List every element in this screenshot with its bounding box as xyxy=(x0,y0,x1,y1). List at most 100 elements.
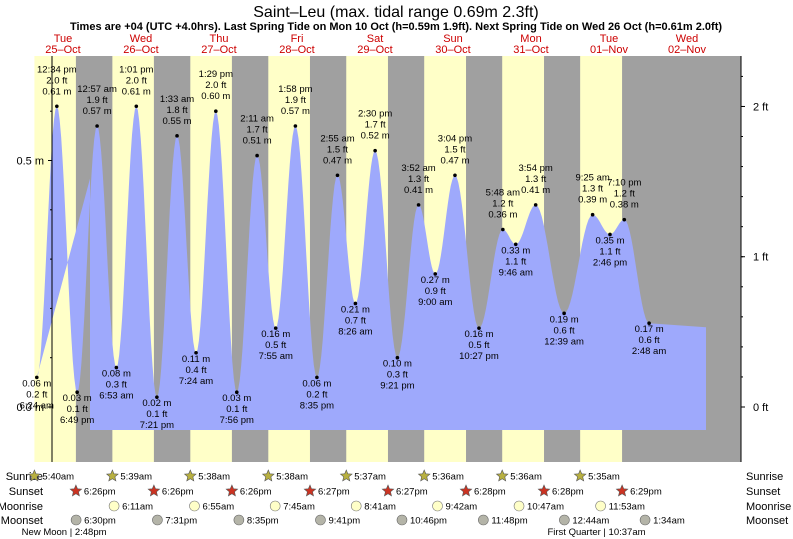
row-label-right: Moonset xyxy=(746,515,788,527)
tide-label-line: 1.3 ft xyxy=(582,184,603,195)
tide-label-line: 2:55 am xyxy=(320,133,354,144)
high-tide-label: 12:34 pm2.0 ft0.61 m xyxy=(37,64,77,97)
moonrise-time: 11:53am xyxy=(609,502,645,513)
tide-point xyxy=(533,203,538,207)
tide-label-line: 0.39 m xyxy=(578,195,607,206)
sunrise-icon xyxy=(183,469,197,482)
low-tide-label: 0.33 m1.1 ft9:46 am xyxy=(499,245,533,278)
tide-label-line: 1:29 pm xyxy=(199,69,233,80)
moonset-icon xyxy=(478,514,489,526)
tide-label-line: 7:56 pm xyxy=(220,415,254,426)
moonrise-icon xyxy=(350,500,362,512)
tide-label-line: 1.1 ft xyxy=(505,256,526,267)
tide-label-line: 0.03 m xyxy=(63,393,92,404)
day-date: 27–Oct xyxy=(201,44,236,56)
tide-point xyxy=(175,134,179,138)
moonset-time: 9:41pm xyxy=(328,516,360,527)
high-tide-label: 12:57 am1.9 ft0.57 m xyxy=(77,84,117,117)
tide-label-line: 0.60 m xyxy=(201,91,230,102)
sunset-time: 6:29pm xyxy=(630,487,662,498)
tide-label-line: 3:54 pm xyxy=(519,163,553,174)
tide-label-line: 0.6 ft xyxy=(639,335,660,346)
high-tide-label: 3:04 pm1.5 ft0.47 m xyxy=(438,133,472,166)
sunrise-icon xyxy=(417,469,431,482)
tide-label-line: 0.47 m xyxy=(440,155,469,166)
sunrise-icon xyxy=(105,469,119,482)
low-tide-label: 0.27 m0.9 ft9:00 am xyxy=(418,275,452,308)
tide-label-line: 0.5 ft xyxy=(468,340,489,351)
tide-label-line: 2:30 pm xyxy=(358,109,392,120)
tide-label-line: 0.61 m xyxy=(122,86,151,97)
moonrise-time: 8:41am xyxy=(364,502,396,513)
tide-point xyxy=(373,148,377,153)
tide-point xyxy=(416,203,421,207)
row-label-left: Moonrise xyxy=(0,501,43,513)
tide-label-line: 0.06 m xyxy=(302,378,331,389)
moonset-time: 6:30pm xyxy=(84,516,116,527)
tide-point xyxy=(395,355,400,360)
tide-point xyxy=(453,173,457,178)
tide-label-line: 0.6 ft xyxy=(554,325,575,336)
tide-point xyxy=(255,153,259,158)
y-tick-label-right: 2 ft xyxy=(753,101,768,113)
day-date: 30–Oct xyxy=(435,44,470,56)
tide-label-line: 9:00 am xyxy=(418,297,452,308)
low-tide-label: 0.10 m0.3 ft9:21 pm xyxy=(380,359,414,392)
row-label-right: Sunset xyxy=(746,486,780,498)
tide-label-line: 2:11 am xyxy=(240,114,274,125)
sunset-time: 6:27pm xyxy=(318,487,350,498)
tide-label-line: 1:58 pm xyxy=(278,84,312,95)
tide-label-line: 0.21 m xyxy=(341,304,370,315)
low-tide-label: 0.03 m0.1 ft7:56 pm xyxy=(220,393,254,426)
tide-label-line: 0.2 ft xyxy=(26,389,47,400)
moonrise-icon xyxy=(595,500,606,512)
tide-label-line: 3:52 am xyxy=(401,163,435,174)
low-tide-label: 0.11 m0.4 ft7:24 am xyxy=(179,354,213,387)
day-date: 26–Oct xyxy=(123,44,158,56)
high-tide-label: 3:54 pm1.3 ft0.41 m xyxy=(519,163,553,196)
tide-point xyxy=(114,365,119,370)
moonrise-time: 6:55am xyxy=(202,502,234,513)
day-date: 02–Nov xyxy=(668,44,706,56)
tide-label-line: 0.51 m xyxy=(243,136,272,147)
day-name: Wed xyxy=(676,33,698,45)
tide-point xyxy=(134,104,139,109)
tide-label-line: 0.11 m xyxy=(182,354,210,365)
sunrise-icon xyxy=(339,469,353,482)
row-label-left: Moonset xyxy=(1,515,43,527)
moonset-icon xyxy=(396,514,408,526)
tide-label-line: 0.47 m xyxy=(323,155,352,166)
tide-label-line: 1:01 pm xyxy=(119,64,153,75)
sunset-icon xyxy=(615,484,629,497)
tide-label-line: 1.3 ft xyxy=(525,174,546,185)
moonrise-icon xyxy=(432,500,443,512)
row-label-left: Sunrise xyxy=(6,471,43,483)
day-name: Wed xyxy=(130,33,152,45)
sunrise-time: 5:39am xyxy=(120,472,152,483)
sunset-time: 6:26pm xyxy=(240,487,272,498)
tide-label-line: 1.9 ft xyxy=(285,95,306,106)
sunrise-time: 5:40am xyxy=(42,472,74,483)
high-tide-label: 2:11 am1.7 ft0.51 m xyxy=(240,114,274,147)
tide-point xyxy=(293,124,298,128)
moonset-time: 10:46pm xyxy=(410,516,447,527)
y-tick-label-left: 0.5 m xyxy=(16,156,44,168)
low-tide-label: 0.03 m0.1 ft6:49 pm xyxy=(60,393,94,426)
low-tide-label: 0.06 m0.2 ft8:35 pm xyxy=(300,378,334,411)
sunset-icon xyxy=(225,484,239,497)
tide-label-line: 1.2 ft xyxy=(614,189,635,200)
tide-label-line: 9:46 am xyxy=(499,267,533,278)
sunset-time: 6:26pm xyxy=(162,487,194,498)
low-tide-label: 0.08 m0.3 ft6:53 am xyxy=(99,369,133,402)
tide-label-line: 0.5 ft xyxy=(265,340,286,351)
tide-label-line: 3:04 pm xyxy=(438,133,472,144)
day-name: Sat xyxy=(367,33,384,45)
tide-point xyxy=(234,390,239,395)
moonrise-icon xyxy=(189,500,200,512)
moonset-time: 7:31pm xyxy=(165,516,197,527)
tide-point xyxy=(501,227,505,232)
day-date: 29–Oct xyxy=(357,44,392,56)
tide-label-line: 0.02 m xyxy=(142,398,171,409)
tide-point xyxy=(477,326,481,330)
